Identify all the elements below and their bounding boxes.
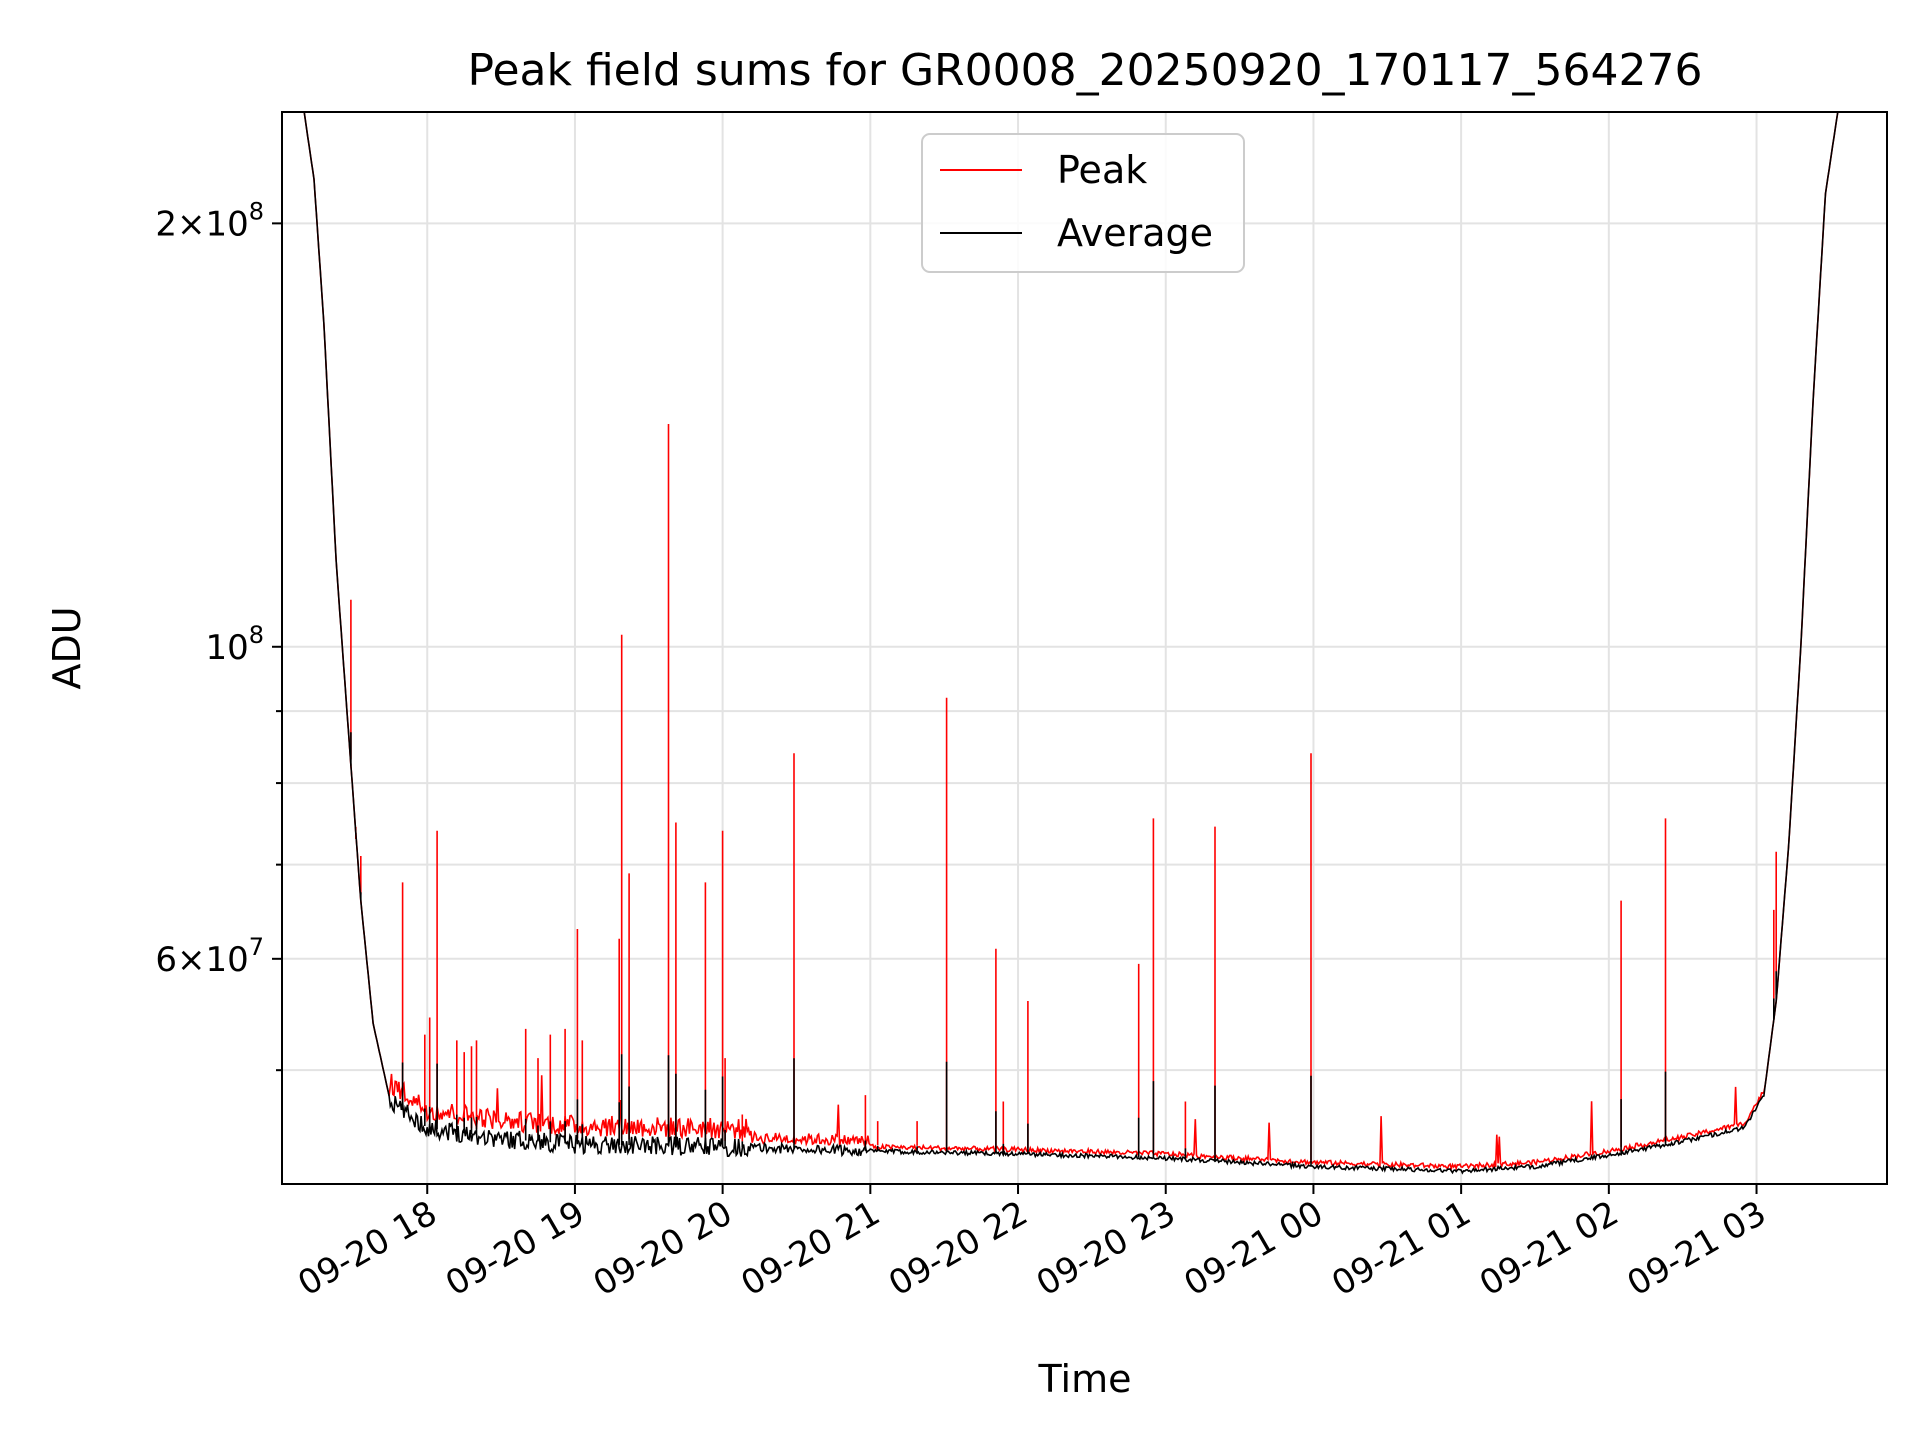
y-tick-label: 2×108 <box>155 197 264 244</box>
legend-label-peak: Peak <box>1057 148 1147 192</box>
series-average-spikes <box>350 732 1777 1167</box>
x-axis-label: Time <box>1038 1357 1132 1401</box>
y-axis-ticks: 6×107 108 2×108 <box>155 197 282 1072</box>
plot-series <box>282 112 1887 1175</box>
chart-title: Peak field sums for GR0008_20250920_1701… <box>468 45 1703 96</box>
series-average-line <box>282 112 1887 1175</box>
legend: Peak Average <box>921 133 1245 273</box>
y-tick-label: 6×107 <box>155 933 264 980</box>
y-tick-label: 108 <box>205 621 264 668</box>
legend-box <box>921 133 1245 273</box>
legend-label-average: Average <box>1057 211 1213 255</box>
series-peak-spikes <box>350 424 1777 1161</box>
plot-frame <box>281 111 1888 1185</box>
grid <box>282 112 1887 1184</box>
y-axis-label: ADU <box>45 606 89 689</box>
